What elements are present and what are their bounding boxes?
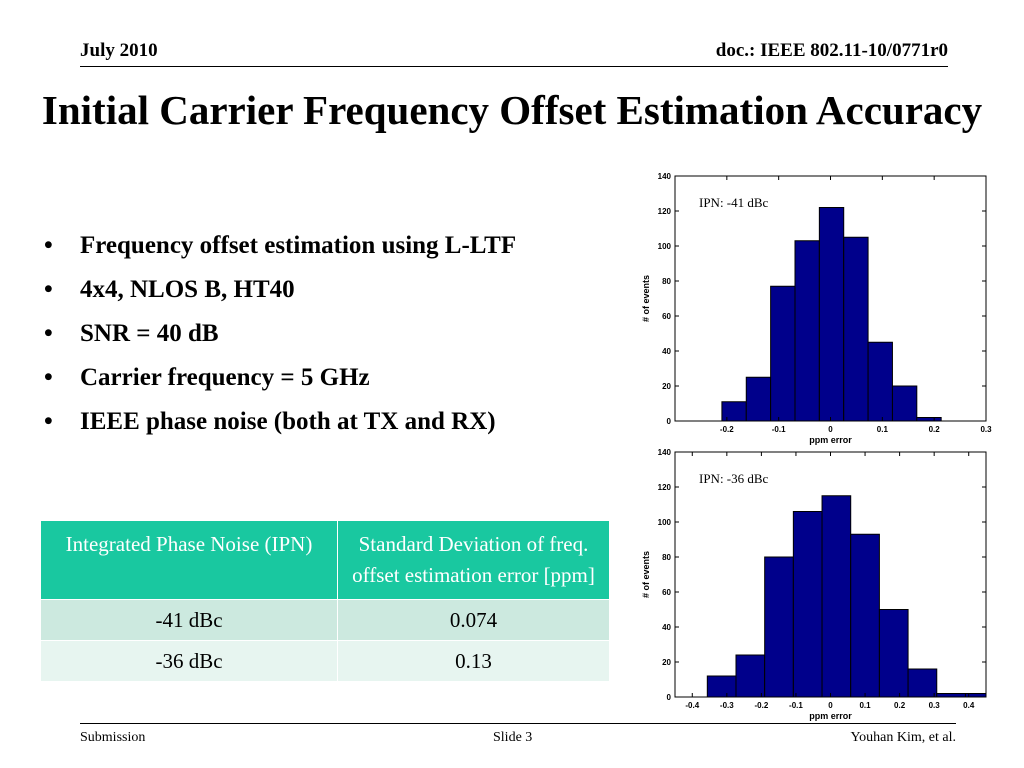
histogram-bar — [792, 511, 823, 698]
y-tick-label: 40 — [662, 623, 671, 632]
histogram-ipn-36: 0 20 40 60 80 100 120 140 -0.4 -0.3 -0.2 -0.1 0 0.1 0.… — [641, 448, 987, 721]
histogram-bar — [735, 654, 766, 698]
histogram-bar — [878, 609, 909, 698]
header-doc-id: doc.: IEEE 802.11-10/0771r0 — [715, 40, 948, 61]
x-tick-label: 0.1 — [877, 425, 889, 434]
y-tick-label: 100 — [658, 242, 672, 251]
y-tick-label: 0 — [667, 417, 672, 426]
histogram-ipn-41: 0 20 40 60 80 100 120 140 -0.2 -0.1 0 0.1 0.2 0.3 ppm … — [641, 172, 992, 445]
bullet-text: Carrier frequency = 5 GHz — [80, 364, 370, 391]
ipn-annotation: IPN: -41 dBc — [699, 195, 769, 210]
y-tick-label: 140 — [658, 448, 672, 457]
x-tick-label: 0.2 — [929, 425, 941, 434]
footer-author: Youhan Kim, et al. — [850, 730, 956, 745]
ipn-table: Integrated Phase Noise (IPN) Standard De… — [40, 520, 610, 682]
x-tick-label: -0.1 — [789, 701, 803, 710]
y-tick-label: 20 — [662, 382, 671, 391]
histogram-bar — [706, 675, 737, 698]
histogram-bar — [850, 533, 880, 698]
y-tick-label: 100 — [658, 518, 672, 527]
bullet-text: SNR = 40 dB — [80, 320, 219, 347]
x-axis-label: ppm error — [809, 711, 852, 721]
histogram-bar — [770, 285, 796, 422]
table-cell-ipn: -36 dBc — [40, 640, 338, 682]
x-tick-label: -0.4 — [685, 701, 699, 710]
table-header-ipn: Integrated Phase Noise (IPN) — [40, 520, 338, 600]
histogram-bar — [843, 236, 869, 422]
header-date: July 2010 — [80, 40, 158, 61]
bullet-dot: • — [44, 276, 53, 303]
x-tick-label: 0 — [828, 701, 833, 710]
table-row: -36 dBc 0.13 — [40, 640, 610, 682]
table-header-row: Integrated Phase Noise (IPN) Standard De… — [40, 520, 610, 600]
y-tick-label: 20 — [662, 658, 671, 667]
header-rule — [80, 66, 948, 67]
bullet-dot: • — [44, 408, 53, 435]
y-tick-label: 60 — [662, 588, 671, 597]
y-tick-label: 120 — [658, 483, 672, 492]
histogram-bar — [916, 417, 942, 422]
histogram-bar — [867, 341, 893, 422]
bullet-text: IEEE phase noise (both at TX and RX) — [80, 408, 496, 435]
y-tick-label: 80 — [662, 553, 671, 562]
y-tick-label: 80 — [662, 277, 671, 286]
histogram-bar — [721, 401, 747, 422]
bullet-text: Frequency offset estimation using L-LTF — [80, 232, 517, 259]
y-tick-label: 60 — [662, 312, 671, 321]
x-tick-label: -0.2 — [754, 701, 768, 710]
footer-rule — [80, 723, 956, 724]
histogram-bar — [764, 556, 794, 698]
x-axis-label: ppm error — [809, 435, 852, 445]
footer-slide-number: Slide 3 — [493, 730, 533, 745]
histogram-bar — [821, 495, 852, 698]
x-tick-label: -0.2 — [720, 425, 734, 434]
x-tick-label: 0.4 — [963, 701, 975, 710]
x-tick-label: 0 — [828, 425, 833, 434]
bullet-list: • Frequency offset estimation using L-LTF… — [44, 230, 604, 450]
x-tick-label: 0.1 — [859, 701, 871, 710]
y-tick-label: 0 — [667, 693, 672, 702]
y-tick-label: 140 — [658, 172, 672, 181]
x-tick-label: 0.3 — [980, 425, 992, 434]
y-tick-label: 120 — [658, 207, 672, 216]
bullet-item: • SNR = 40 dB — [44, 318, 604, 350]
table-cell-std: 0.13 — [337, 640, 610, 682]
footer-submission: Submission — [80, 730, 146, 745]
table-row: -41 dBc 0.074 — [40, 599, 610, 641]
bullet-text: 4x4, NLOS B, HT40 — [80, 276, 295, 303]
table-cell-std: 0.074 — [337, 599, 610, 641]
bullet-item: • Frequency offset estimation using L-LTF — [44, 230, 550, 262]
histogram-bar — [907, 668, 938, 698]
bullet-item: • 4x4, NLOS B, HT40 — [44, 274, 604, 306]
bullet-item: • Carrier frequency = 5 GHz — [44, 362, 604, 394]
y-axis-label: # of events — [641, 275, 651, 322]
bullet-dot: • — [44, 320, 53, 347]
slide-title: Initial Carrier Frequency Offset Estimat… — [41, 87, 983, 133]
x-tick-label: -0.3 — [720, 701, 734, 710]
bullet-item: • IEEE phase noise (both at TX and RX) — [44, 406, 604, 438]
x-tick-label: 0.2 — [894, 701, 906, 710]
histogram-bar — [794, 240, 820, 422]
table-cell-ipn: -41 dBc — [40, 599, 338, 641]
ipn-annotation: IPN: -36 dBc — [699, 471, 769, 486]
x-tick-label: -0.1 — [772, 425, 786, 434]
bullet-dot: • — [44, 364, 53, 391]
histogram-bar — [745, 376, 772, 422]
y-tick-label: 40 — [662, 347, 671, 356]
histogram-bar — [891, 385, 918, 422]
table-header-std: Standard Deviation of freq. offset estim… — [337, 520, 610, 600]
histogram-bar — [936, 693, 966, 698]
bullet-dot: • — [44, 232, 53, 259]
x-tick-label: 0.3 — [929, 701, 941, 710]
histogram-bar — [818, 207, 845, 422]
y-axis-label: # of events — [641, 551, 651, 598]
